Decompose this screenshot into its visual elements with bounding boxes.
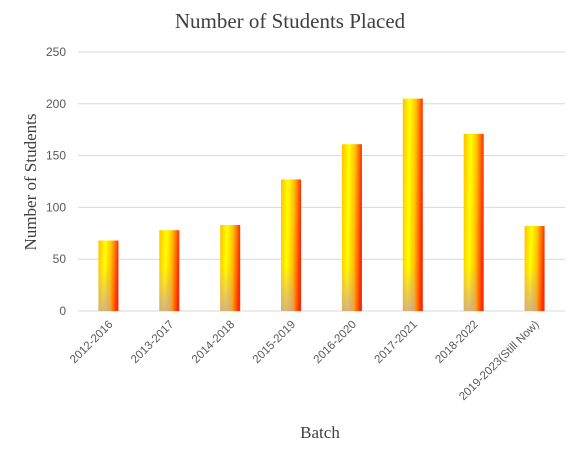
y-tick-label: 0 xyxy=(59,304,66,318)
bar-base-shadow xyxy=(463,266,476,311)
x-tick-label: 2017-2021 xyxy=(373,319,420,366)
bar-2013-2017 xyxy=(159,230,180,311)
bar-2016-2020 xyxy=(341,144,362,311)
y-axis-tick-labels: 0 50 100 150 200 250 xyxy=(46,45,66,318)
y-tick-label: 50 xyxy=(53,252,67,266)
bar-2015-2019 xyxy=(281,179,302,311)
x-tick-label: 2014-2018 xyxy=(190,319,237,366)
bar-base-shadow xyxy=(524,266,537,311)
bar-base-shadow xyxy=(402,266,415,311)
bar xyxy=(402,98,423,312)
bar-base-shadow xyxy=(159,266,172,311)
bar-2017-2021 xyxy=(402,98,423,312)
bar-2014-2018 xyxy=(220,225,241,311)
x-tick-label: 2012-2016 xyxy=(68,319,115,366)
x-tick-label: 2016-2020 xyxy=(312,319,359,366)
y-axis-title: Number of Students xyxy=(21,114,40,251)
x-axis-tick-labels: 2012-2016 2013-2017 2014-2018 2015-2019 2016… xyxy=(68,319,542,404)
x-axis-title: Batch xyxy=(300,423,340,442)
bar-base-shadow xyxy=(341,266,354,311)
y-tick-label: 200 xyxy=(46,97,66,111)
y-tick-label: 250 xyxy=(46,45,66,59)
x-tick-label: 2018-2022 xyxy=(433,319,480,366)
y-tick-label: 150 xyxy=(46,149,66,163)
y-tick-label: 100 xyxy=(46,200,66,214)
gridlines xyxy=(78,51,565,312)
bar-base-shadow xyxy=(281,266,294,311)
bar-2018-2022 xyxy=(463,133,484,311)
bar-2012-2016 xyxy=(98,240,119,311)
bar-2019-2023(Still Now) xyxy=(524,226,545,311)
chart-title: Number of Students Placed xyxy=(175,9,406,33)
bar-base-shadow xyxy=(98,266,111,311)
bar-base-shadow xyxy=(220,266,233,311)
bars xyxy=(98,98,545,312)
x-tick-label: 2013-2017 xyxy=(129,319,176,366)
x-tick-label: 2015-2019 xyxy=(251,319,298,366)
